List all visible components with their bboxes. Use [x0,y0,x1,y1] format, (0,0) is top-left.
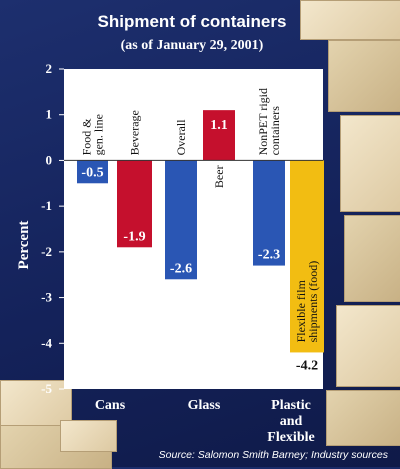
data-label-3: 1.1 [210,118,228,133]
bar-name-0: Food & [80,118,94,156]
bar-name-5: shipments (food) [306,261,320,343]
bar-name-group-0: Food &gen. line [80,114,106,155]
bar-name-0: gen. line [92,114,106,155]
y-axis-ticks: 2 1 0 -1 -2 -3 -4 -5 [41,61,64,396]
bar-name-4: NonPET rigid [256,88,270,155]
source-note: Source: Salomon Smith Barney; Industry s… [159,449,389,461]
bar-4 [253,160,285,266]
group-label-2: and [280,414,303,429]
bar-name-group-1: Beverage [128,110,142,155]
bar-5 [290,160,324,353]
background-box [328,40,400,112]
y-axis-label: Percent [16,221,32,270]
bar-name-3: Beer [212,165,226,188]
background-box [326,390,400,446]
background-box [336,305,400,387]
data-label-4: -2.3 [258,248,280,263]
background-box [60,420,117,452]
bar-name-1: Beverage [128,110,142,155]
y-tick-label: -4 [41,335,52,350]
bar-name-5: Flexible film [294,279,308,342]
y-tick-label: 2 [46,61,53,76]
bar-name-4: containers [268,106,282,156]
bar-name-group-2: Overall [174,119,188,156]
bar-2 [165,160,197,280]
data-label-0: -0.5 [81,165,103,180]
bar-1 [117,160,152,248]
y-tick-label: -5 [41,381,52,396]
background-box [344,215,400,302]
bar-3 [203,110,235,161]
y-tick-label: 1 [46,107,53,122]
bars-layer: -0.5 Food &gen. line -1.9 Beverage -2.6 Overa… [77,88,324,373]
bar-name-2: Overall [174,119,188,156]
group-label-2: Flexible [267,430,314,445]
y-tick-label: -1 [41,198,52,213]
group-label-1: Glass [188,398,221,413]
y-tick-label: 0 [46,152,53,167]
group-label-2: Plastic [271,398,311,413]
bar-0 [77,160,108,184]
chart-title: Shipment of containers [98,12,287,31]
data-label-1: -1.9 [123,229,145,244]
background-box [340,115,400,212]
bar-name-group-3: Beer [212,165,226,188]
data-label-2: -2.6 [170,261,192,276]
group-label-0: Cans [95,398,126,413]
data-label-5: -4.2 [296,358,318,373]
y-tick-label: -3 [41,290,52,305]
background-box [300,0,400,40]
y-tick-label: -2 [41,244,52,259]
chart-subtitle: (as of January 29, 2001) [121,38,264,53]
